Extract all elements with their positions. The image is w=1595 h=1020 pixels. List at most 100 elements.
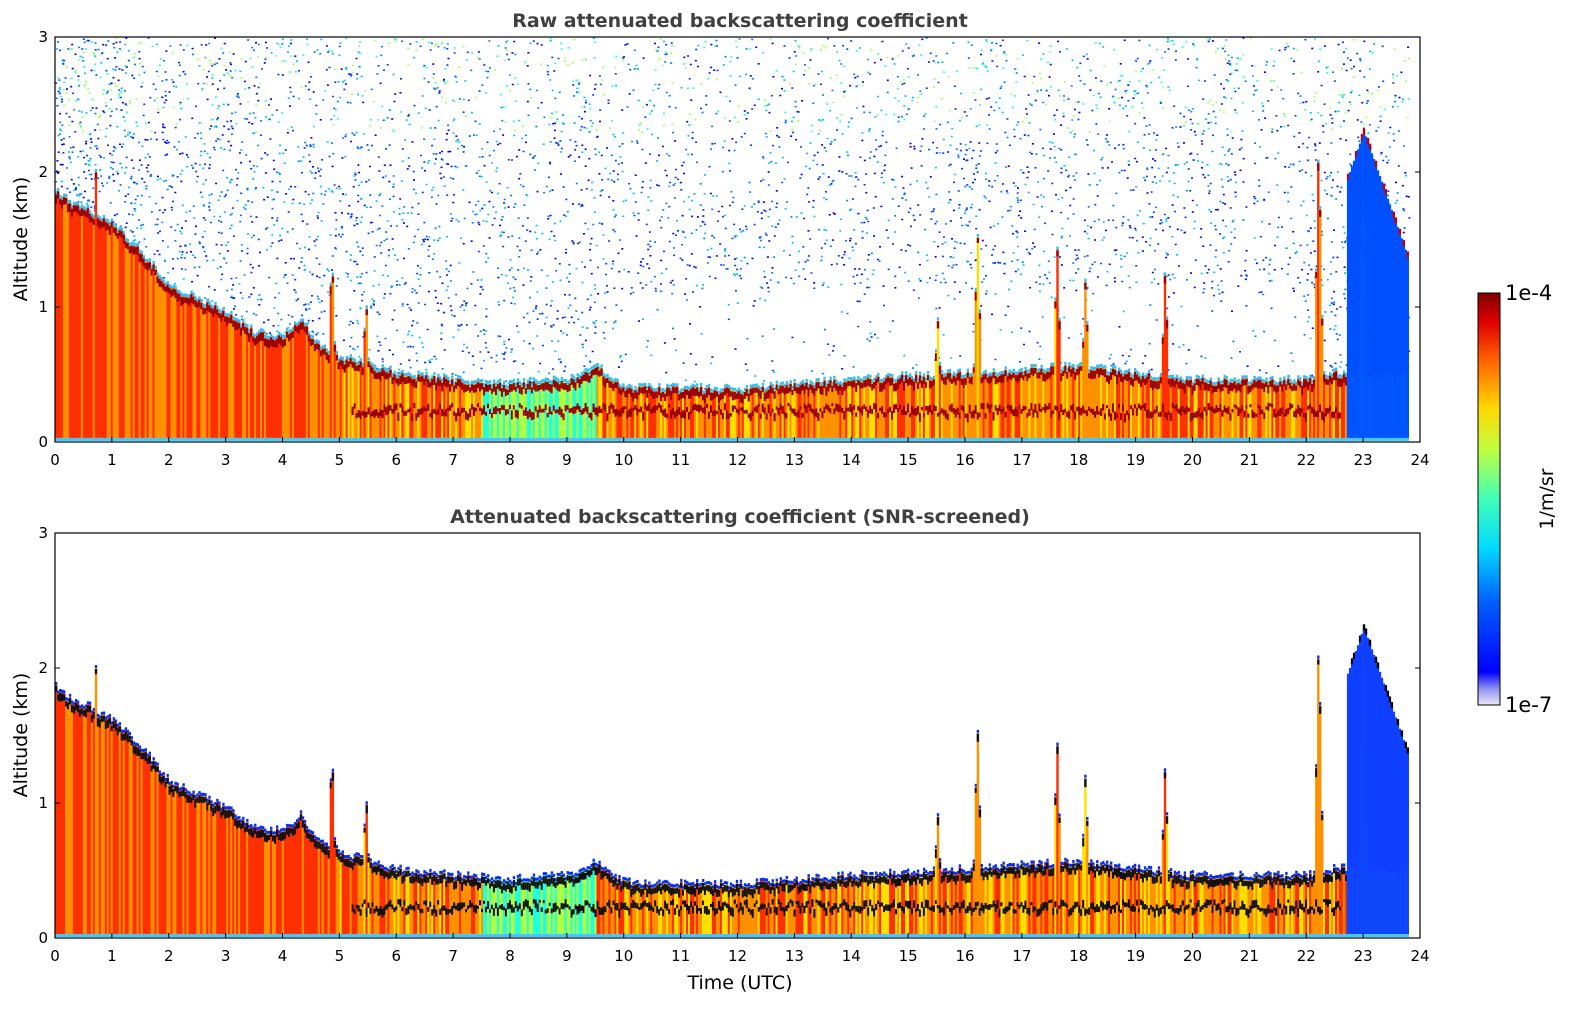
ground-strip [646, 934, 649, 937]
layer-column [1018, 372, 1021, 438]
layer-column [707, 884, 711, 934]
ground-strip [1295, 437, 1298, 441]
ground-strip [801, 437, 804, 441]
lower-band [582, 408, 585, 414]
layer-column [1271, 379, 1274, 438]
cloud-band [92, 711, 96, 719]
layer-fringe [429, 868, 432, 872]
lower-band [1133, 404, 1137, 409]
layer-fringe [765, 387, 769, 391]
layer-column [106, 222, 110, 438]
layer-fringe [415, 377, 418, 381]
lower-band [725, 903, 729, 908]
cloud-band [1209, 381, 1212, 388]
lower-band [401, 907, 404, 912]
cloud-band [658, 387, 661, 396]
ground-strip [690, 437, 693, 441]
layer-column [648, 386, 651, 438]
layer-column [377, 371, 380, 438]
layer-column [347, 360, 350, 438]
lower-band [471, 903, 474, 908]
cloud-band [178, 294, 181, 301]
cloud-band [387, 872, 390, 880]
layer-fringe [274, 336, 277, 340]
ground-strip [319, 437, 323, 441]
lower-band [781, 405, 784, 414]
layer-column [291, 330, 295, 438]
lower-band [1147, 409, 1151, 418]
x-tick-label: 15 [899, 451, 918, 469]
elevated-cloud [1362, 128, 1366, 135]
ground-strip [761, 437, 765, 441]
cloud-band [451, 876, 454, 883]
cloud-band [467, 875, 470, 883]
layer-column [831, 385, 834, 438]
layer-column [321, 348, 325, 438]
lower-band [391, 904, 394, 910]
layer-fringe [194, 296, 197, 300]
layer-fringe [791, 386, 794, 389]
ground-strip [496, 437, 500, 441]
ground-strip [924, 437, 928, 441]
layer-column [698, 390, 701, 438]
ground-strip [222, 437, 225, 441]
ground-strip [725, 934, 729, 937]
layer-column [156, 275, 159, 438]
cloud-band [787, 387, 790, 394]
layer-fringe [130, 736, 133, 740]
lower-band [371, 411, 374, 417]
ground-strip [1127, 437, 1131, 441]
ground-strip [514, 934, 518, 937]
layer-fringe [283, 335, 287, 338]
x-tick-label: 13 [785, 451, 804, 469]
layer-fringe [84, 704, 88, 708]
layer-column [1052, 365, 1055, 438]
layer-fringe [118, 722, 122, 726]
layer-column [148, 754, 151, 934]
cloud-band [90, 714, 94, 723]
layer-fringe [992, 368, 995, 372]
layer-column [572, 877, 575, 934]
ground-strip [676, 437, 679, 441]
cloud-band [1217, 381, 1220, 389]
layer-fringe [291, 327, 295, 331]
layer-fringe [709, 388, 713, 392]
ground-strip [711, 934, 715, 937]
layer-column [1291, 384, 1294, 438]
layer-column [1249, 384, 1252, 438]
layer-column [164, 781, 167, 934]
cloud-band [596, 867, 599, 875]
layer-column [395, 873, 398, 934]
cloud-band [863, 380, 866, 388]
layer-fringe [974, 287, 978, 291]
layer-column [66, 701, 70, 934]
cloud-band [524, 882, 528, 890]
lower-band [1122, 404, 1125, 412]
cloud-band [745, 888, 749, 898]
cloud-band [144, 752, 147, 761]
lower-band [719, 409, 723, 415]
ground-strip [749, 437, 753, 441]
cloud-band [1068, 366, 1071, 373]
ground-strip [393, 934, 396, 937]
cloud-band [427, 379, 430, 388]
lower-band [405, 410, 408, 416]
cloud-band [198, 300, 201, 307]
layer-fringe [897, 376, 900, 380]
layer-column [152, 264, 155, 438]
layer-column [431, 378, 434, 438]
y-tick-label: 3 [38, 28, 48, 46]
layer-fringe [417, 870, 420, 874]
lower-band [502, 405, 506, 410]
lower-band [729, 412, 733, 417]
layer-fringe [1020, 367, 1023, 371]
cloud-band [504, 884, 508, 892]
layer-fringe [783, 384, 786, 388]
ground-strip [194, 437, 197, 441]
layer-fringe [391, 373, 394, 377]
ground-strip [59, 437, 62, 441]
lower-band [636, 903, 639, 909]
layer-column [232, 812, 235, 934]
lower-band [459, 902, 462, 911]
ground-strip [323, 934, 327, 937]
